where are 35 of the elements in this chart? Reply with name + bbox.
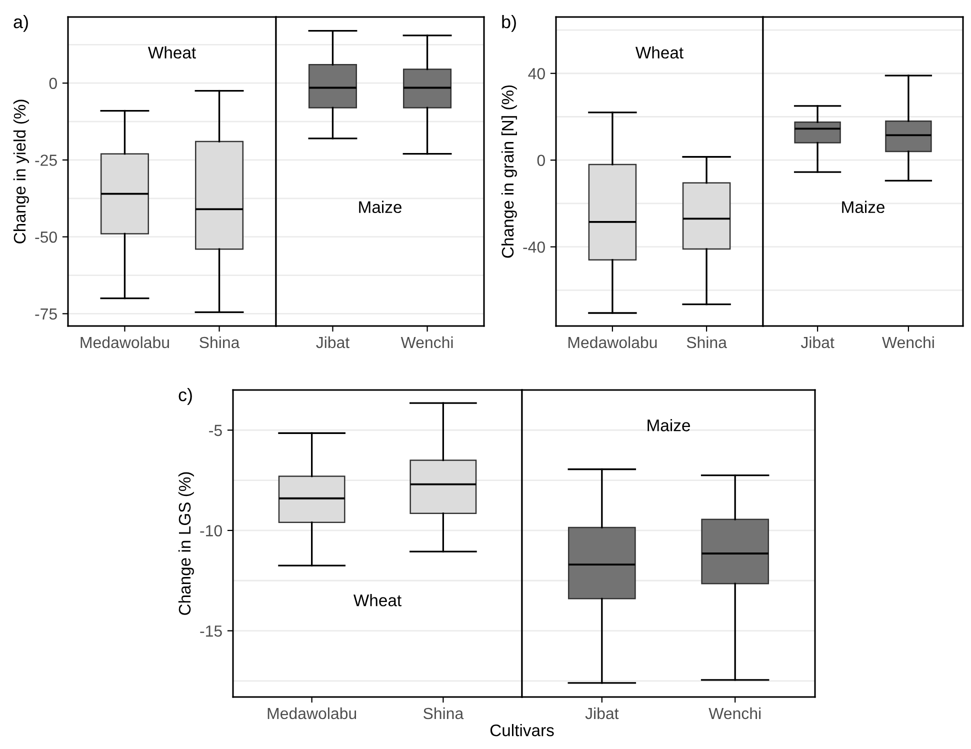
y-axis-title: Change in grain [N] (%): [501, 85, 517, 258]
chart-title: c): [178, 388, 192, 405]
x-tick-label: Medawolabu: [568, 336, 657, 348]
x-tick-label: Jibat: [800, 336, 834, 348]
x-tick-label: Shina: [200, 336, 240, 348]
y-tick-label: -75: [35, 308, 57, 320]
annotation: Maize: [359, 200, 402, 214]
y-tick-label: -25: [35, 154, 57, 166]
annotation: Wheat: [353, 594, 402, 606]
annotation: Wheat: [635, 46, 684, 59]
y-tick-label: 0: [49, 78, 57, 90]
y-tick-label: -50: [35, 231, 57, 243]
chart-title: b): [502, 15, 516, 32]
x-tick-label: Shina: [423, 707, 464, 720]
x-tick-label: Jibat: [585, 707, 619, 720]
y-tick-label: -15: [200, 626, 222, 637]
annotation: Maize: [842, 200, 884, 214]
x-tick-label: Shina: [686, 336, 727, 348]
x-tick-label: Wenchi: [400, 336, 453, 348]
x-tick-label: Jibat: [316, 336, 350, 348]
annotation: Maize: [648, 419, 690, 432]
x-tick-label: Wenchi: [708, 707, 761, 720]
y-axis-title: Change in yield (%): [13, 100, 29, 244]
y-tick-label: 40: [528, 68, 545, 80]
y-tick-label: 0: [537, 154, 545, 166]
y-tick-label: -10: [200, 525, 222, 536]
y-axis-title: Change in LGS (%): [178, 472, 194, 615]
x-axis-title: Cultivars: [490, 724, 554, 736]
x-tick-label: Medawolabu: [268, 707, 356, 720]
x-tick-label: Medawolabu: [80, 336, 169, 348]
annotation: Wheat: [148, 46, 196, 59]
x-tick-label: Wenchi: [882, 336, 934, 348]
chart-title: a): [14, 15, 28, 32]
y-tick-label: -5: [209, 424, 222, 436]
y-tick-label: -40: [523, 241, 545, 253]
